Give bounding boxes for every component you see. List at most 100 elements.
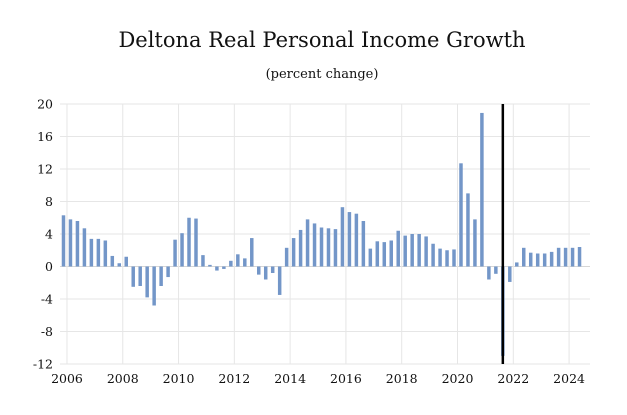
x-tick-label: 2024 xyxy=(553,371,585,386)
bar xyxy=(445,250,449,267)
bar xyxy=(494,266,498,274)
bar xyxy=(263,266,268,280)
bar xyxy=(528,252,533,267)
bar xyxy=(138,266,142,286)
y-tick-label: -12 xyxy=(33,357,53,372)
x-tick-label: 2006 xyxy=(51,371,83,386)
bar xyxy=(361,221,366,267)
bar xyxy=(556,247,561,267)
bar xyxy=(103,240,108,267)
bar xyxy=(291,238,296,267)
bar xyxy=(563,247,568,267)
y-tick-label: 12 xyxy=(37,162,53,177)
bar xyxy=(110,255,115,267)
chart-title: Deltona Real Personal Income Growth xyxy=(118,28,525,52)
bar xyxy=(417,234,421,267)
bar xyxy=(508,266,512,282)
bar xyxy=(222,266,226,269)
bar xyxy=(466,193,470,267)
bar xyxy=(124,256,128,267)
x-tick-label: 2010 xyxy=(163,371,195,386)
y-tick-label: 4 xyxy=(45,227,53,242)
bar xyxy=(187,217,191,267)
bar xyxy=(382,242,387,267)
bar xyxy=(333,229,338,267)
y-tick-label: 0 xyxy=(45,259,53,274)
bar xyxy=(535,253,540,267)
bar xyxy=(173,239,177,267)
bar xyxy=(570,247,575,267)
x-tick-label: 2022 xyxy=(497,371,529,386)
bar xyxy=(403,235,407,267)
bar xyxy=(201,255,205,267)
bar xyxy=(96,238,101,267)
y-tick-label: 8 xyxy=(45,194,53,209)
bar xyxy=(542,253,547,267)
bar xyxy=(389,240,393,267)
bar xyxy=(159,266,163,286)
y-tick-label: -8 xyxy=(41,324,53,339)
x-tick-label: 2020 xyxy=(442,371,474,386)
bar xyxy=(452,249,456,267)
bar xyxy=(131,266,135,287)
bar xyxy=(257,266,261,275)
bar xyxy=(277,266,282,295)
x-axis-ticks: 2006 2008 2010 2012 2014 2016 2018 2020 2022 2024 xyxy=(51,371,585,386)
bar xyxy=(375,241,380,267)
bar xyxy=(243,258,247,267)
bar xyxy=(515,262,519,267)
bar xyxy=(208,264,212,267)
bar xyxy=(284,247,289,267)
bar xyxy=(424,236,428,267)
bar xyxy=(250,238,254,267)
bar xyxy=(319,227,324,267)
chart-subtitle: (percent change) xyxy=(266,67,379,82)
bar xyxy=(194,218,198,267)
bar xyxy=(347,212,352,267)
bar xyxy=(117,263,122,267)
bar xyxy=(145,266,149,298)
bar xyxy=(180,233,184,267)
bar xyxy=(75,221,80,267)
bar xyxy=(354,213,359,267)
bar xyxy=(396,230,400,267)
bar xyxy=(410,234,414,267)
y-tick-label: 20 xyxy=(37,97,53,112)
bar xyxy=(473,219,477,267)
bar xyxy=(229,260,233,267)
y-tick-label: 16 xyxy=(37,129,53,144)
bar xyxy=(431,243,435,267)
bar xyxy=(152,266,156,306)
bar xyxy=(522,247,526,267)
bar xyxy=(577,247,582,267)
gridlines xyxy=(60,103,590,365)
x-tick-label: 2014 xyxy=(274,371,306,386)
bar xyxy=(340,207,345,267)
bar xyxy=(368,248,373,267)
x-tick-label: 2012 xyxy=(218,371,250,386)
bar xyxy=(438,248,442,267)
bar xyxy=(326,228,331,267)
bar xyxy=(89,238,94,267)
x-tick-label: 2008 xyxy=(107,371,139,386)
bar xyxy=(166,266,170,278)
bar xyxy=(82,228,87,267)
bar-series xyxy=(61,112,582,356)
bar xyxy=(298,229,303,267)
bar xyxy=(312,223,317,267)
bar xyxy=(487,266,491,280)
bar xyxy=(459,163,463,267)
bar xyxy=(480,112,484,267)
bar xyxy=(68,219,73,267)
bar xyxy=(549,251,554,267)
bar xyxy=(61,215,66,267)
bar xyxy=(215,266,219,271)
bar xyxy=(270,266,275,273)
y-axis-ticks: 20 16 12 8 4 0 -4 -8 -12 xyxy=(33,97,53,372)
bar xyxy=(236,254,240,267)
y-tick-label: -4 xyxy=(41,292,53,307)
x-tick-label: 2018 xyxy=(386,371,418,386)
x-tick-label: 2016 xyxy=(330,371,362,386)
bar xyxy=(305,219,310,267)
